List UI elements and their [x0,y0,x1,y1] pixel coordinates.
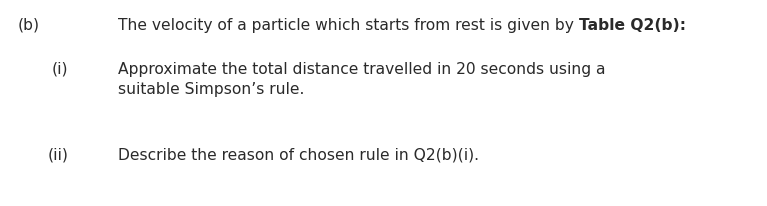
Text: Table Q2(b):: Table Q2(b): [579,18,686,33]
Text: (b): (b) [18,18,40,33]
Text: suitable Simpson’s rule.: suitable Simpson’s rule. [118,82,304,97]
Text: (i): (i) [52,62,68,77]
Text: Approximate the total distance travelled in 20 seconds using a: Approximate the total distance travelled… [118,62,605,77]
Text: The velocity of a particle which starts from rest is given by: The velocity of a particle which starts … [118,18,579,33]
Text: Describe the reason of chosen rule in Q2(b)(i).: Describe the reason of chosen rule in Q2… [118,147,479,162]
Text: (ii): (ii) [48,147,69,162]
